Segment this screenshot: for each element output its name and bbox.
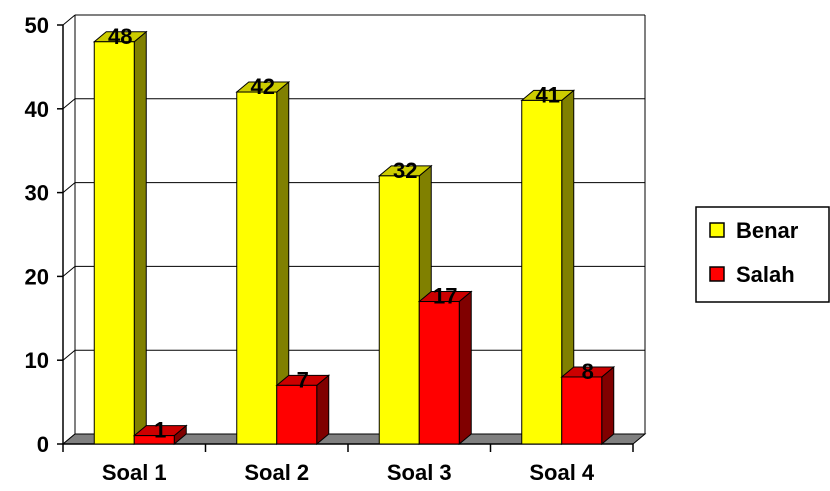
bar-benar	[93, 41, 135, 445]
bar-side-benar	[133, 30, 147, 446]
bar-benar	[236, 91, 278, 445]
x-tick-label: Soal 2	[244, 460, 309, 485]
y-tick-label: 20	[25, 264, 49, 289]
data-label: 1	[154, 418, 166, 443]
side-gridline	[62, 182, 76, 193]
x-tick-label: Soal 3	[387, 460, 452, 485]
legend: Benar Salah	[695, 206, 830, 303]
bar-salah	[561, 376, 603, 445]
data-label: 48	[108, 24, 132, 49]
y-tick-label: 30	[25, 181, 49, 206]
bar-salah	[418, 301, 460, 445]
bars	[92, 30, 616, 446]
data-label: 42	[251, 74, 275, 99]
data-labels: 48 1 42 7 32 17 41 8	[108, 24, 594, 443]
data-label: 32	[393, 158, 417, 183]
legend-label: Benar	[736, 218, 799, 243]
bar-side-salah	[601, 365, 615, 446]
data-label: 41	[536, 82, 560, 107]
y-tick-label: 10	[25, 348, 49, 373]
bar-salah	[276, 384, 318, 445]
y-tick-label: 0	[37, 432, 49, 457]
bar-benar	[521, 99, 563, 445]
legend-swatch	[709, 222, 725, 238]
data-label: 8	[582, 359, 594, 384]
data-label: 7	[297, 367, 309, 392]
bar-salah	[133, 435, 175, 445]
side-gridline	[62, 266, 76, 277]
bar-side-salah	[458, 290, 472, 446]
legend-label: Salah	[736, 262, 795, 287]
side-gridline	[62, 98, 76, 110]
data-label: 17	[433, 284, 457, 309]
y-tick-label: 40	[25, 97, 49, 122]
gridlines	[62, 14, 646, 445]
bar-benar	[378, 175, 420, 445]
legend-swatch	[709, 266, 725, 282]
side-gridline	[62, 349, 76, 361]
y-tick-label: 50	[25, 13, 49, 38]
x-tick-label: Soal 1	[102, 460, 167, 485]
axes: 0 10 20 30 40 50 Soal 1 Soal 2 Soal 3 Soal 4	[25, 13, 647, 485]
x-tick-label: Soal 4	[529, 460, 595, 485]
bar-side-salah	[316, 374, 330, 446]
side-gridline	[62, 14, 76, 26]
